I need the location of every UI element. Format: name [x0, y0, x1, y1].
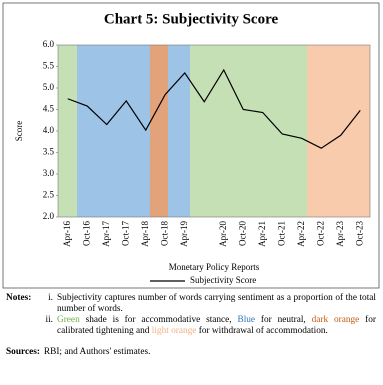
y-tick-label: 4.5 [43, 104, 55, 114]
sources-text: RBI; and Authors' estimates. [43, 347, 151, 357]
notes: Notes: i. Subjectivity captures number o… [6, 293, 376, 358]
x-tick-label: Oct-21 [276, 221, 286, 246]
x-tick-label: Apr-20 [218, 221, 228, 247]
x-tick-label: Apr-17 [101, 221, 111, 247]
y-tick-label: 5.5 [43, 61, 55, 71]
note-part: shade is for accommodative stance, [79, 315, 238, 325]
note-marker: ii. [45, 315, 54, 325]
x-axis-title: Monetary Policy Reports [169, 262, 260, 272]
y-tick-label: 2.0 [43, 211, 55, 221]
x-tick-label: Oct-22 [315, 221, 325, 246]
x-tick-label: Apr-23 [335, 221, 345, 247]
sources-label: Sources: [6, 347, 40, 357]
note-part: Blue [237, 315, 256, 325]
note-part: light orange [151, 326, 197, 336]
notes-label: Notes: [6, 293, 32, 303]
note-text: Green shade is for accommodative stance,… [57, 315, 376, 337]
note-part: for neutral, [255, 315, 312, 325]
series-line [67, 68, 361, 149]
x-tick-label: Oct-18 [159, 221, 169, 246]
note-part: Green [57, 315, 80, 325]
chart-title: Chart 5: Subjectivity Score [104, 11, 279, 27]
x-tick-label: Apr-19 [179, 221, 189, 247]
note-marker: i. [48, 293, 53, 303]
y-tick-label: 2.5 [43, 190, 55, 200]
note-row: ii. Green shade is for accommodative sta… [6, 315, 377, 337]
note-part: for withdrawal of accommodation. [196, 326, 328, 336]
x-tick-label: Oct-16 [81, 221, 91, 246]
sources: Sources: RBI; and Authors' estimates. [6, 347, 376, 358]
shade [307, 45, 370, 217]
y-tick-label: 6.0 [43, 39, 55, 49]
note-text: Subjectivity captures number of words ca… [57, 293, 376, 314]
shade [168, 45, 190, 217]
note-row: Notes: i. Subjectivity captures number o… [6, 293, 376, 315]
x-tick-label: Apr-18 [140, 221, 150, 247]
x-tick-label: Oct-17 [120, 221, 130, 246]
shade [58, 45, 77, 217]
shade [190, 45, 307, 217]
x-tick-label: Apr-22 [296, 221, 306, 247]
x-tick-label: Oct-23 [354, 221, 364, 246]
y-tick-label: 3.0 [43, 168, 55, 178]
y-axis-title: Score [14, 121, 24, 142]
frame [2, 2, 380, 289]
x-tick-label: Apr-21 [257, 221, 267, 247]
legend-label: Subjectivity Score [190, 275, 256, 285]
note-part: dark orange [311, 315, 360, 325]
shade [150, 45, 168, 217]
y-tick-label: 5.0 [43, 82, 55, 92]
shade [77, 45, 150, 217]
x-tick-label: Apr-16 [62, 221, 72, 247]
y-tick-label: 3.5 [43, 147, 55, 157]
chart: Chart 5: Subjectivity Score Score Moneta… [2, 2, 380, 289]
y-tick-label: 4.0 [43, 125, 55, 135]
x-tick-label: Oct-20 [237, 221, 247, 246]
note-part: for calibrated tightening and [57, 315, 377, 336]
